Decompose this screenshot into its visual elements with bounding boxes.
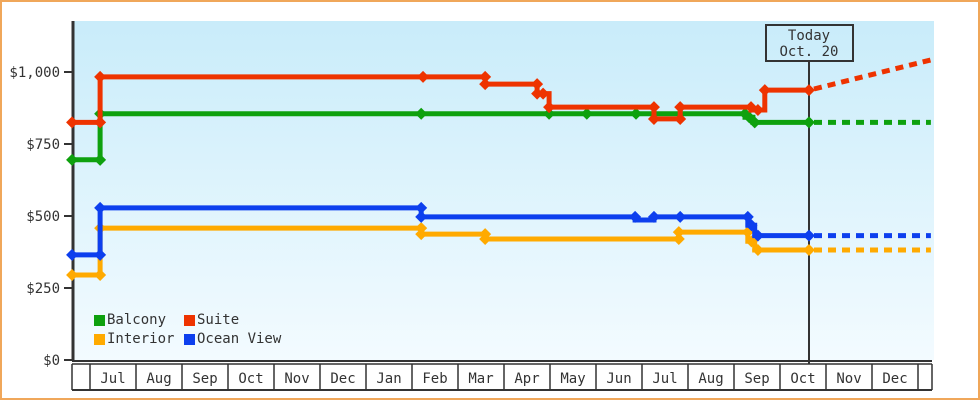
- month-label: Sep: [192, 371, 217, 387]
- today-marker: Today Oct. 20: [765, 24, 854, 364]
- legend-label-ocean-view: Ocean View: [197, 331, 282, 347]
- series-markers-balcony: [66, 107, 815, 166]
- month-label: Jun: [606, 371, 631, 387]
- legend-item-suite: Suite: [184, 313, 281, 327]
- month-label: Sep: [744, 371, 769, 387]
- month-label: Mar: [468, 371, 493, 387]
- legend-label-interior: Interior: [107, 331, 175, 347]
- y-tick-label: $750: [26, 137, 60, 153]
- series-suite: [66, 57, 932, 129]
- today-label: Today: [788, 28, 830, 44]
- legend-label-balcony: Balcony: [107, 312, 167, 328]
- series-balcony: [66, 107, 931, 166]
- month-label: Nov: [836, 371, 861, 387]
- month-label: Oct: [238, 371, 263, 387]
- month-label: May: [560, 371, 585, 387]
- y-tick-label: $500: [26, 209, 60, 225]
- month-label: Aug: [698, 371, 723, 387]
- y-tick-label: $250: [26, 281, 60, 297]
- legend-swatch-interior: [94, 333, 105, 345]
- legend: Balcony Suite Interior Ocean View: [94, 313, 281, 346]
- series-lines: [66, 57, 932, 282]
- month-label: Jan: [376, 371, 401, 387]
- x-axis: Jul Aug Sep Oct Nov Dec Jan Feb Mar Apr May Jun Jul A…: [71, 360, 933, 391]
- series-projection-suite: [813, 57, 932, 92]
- legend-item-interior: Interior: [94, 332, 184, 346]
- month-label: Oct: [790, 371, 815, 387]
- month-label: Jul: [652, 371, 677, 387]
- today-box: [765, 24, 854, 62]
- month-label: Jul: [100, 371, 125, 387]
- month-label: Aug: [146, 371, 171, 387]
- series-ocean-view: [66, 201, 931, 261]
- y-axis: $1,000 $750 $500 $250 $0: [9, 21, 75, 369]
- legend-swatch-suite: [184, 314, 195, 326]
- series-interior: [66, 222, 931, 282]
- today-date: Oct. 20: [779, 44, 838, 60]
- legend-label-suite: Suite: [197, 312, 240, 328]
- plot-background: [72, 21, 934, 360]
- legend-swatch-ocean-view: [184, 333, 195, 345]
- y-tick-label: $0: [43, 353, 60, 369]
- month-label: Feb: [422, 371, 447, 387]
- legend-swatch-balcony: [94, 314, 105, 326]
- month-label: Nov: [284, 371, 309, 387]
- month-label: Dec: [330, 371, 355, 387]
- legend-item-balcony: Balcony: [94, 313, 184, 327]
- y-tick-label: $1,000: [9, 65, 60, 81]
- month-label: Apr: [514, 371, 539, 387]
- month-label: Dec: [882, 371, 907, 387]
- legend-item-ocean-view: Ocean View: [184, 332, 281, 346]
